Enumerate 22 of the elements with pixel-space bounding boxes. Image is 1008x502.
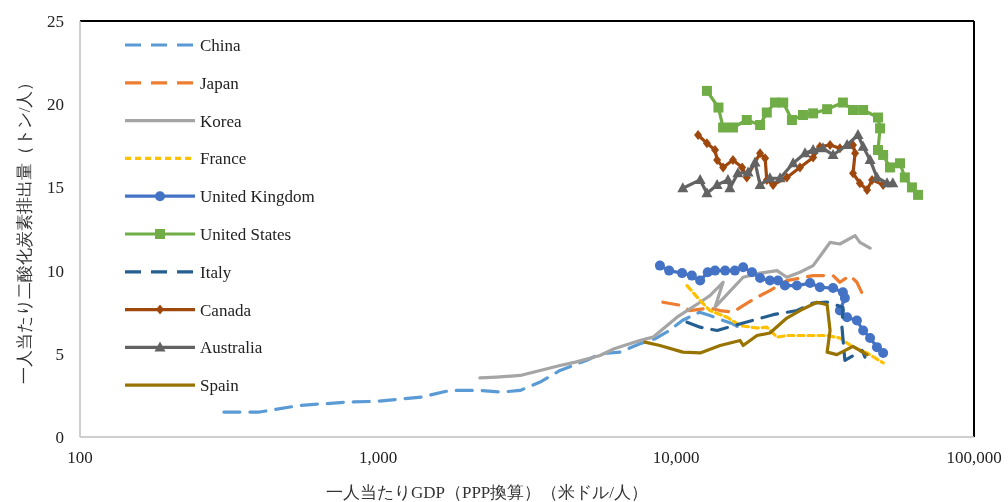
legend-label: Canada bbox=[200, 300, 252, 320]
legend-label: Australia bbox=[200, 338, 263, 358]
legend-label: Spain bbox=[200, 376, 240, 396]
y-tick-label: 5 bbox=[55, 344, 64, 364]
y-axis-title: 一人当たり二酸化炭素排出量（トン/人） bbox=[15, 73, 34, 385]
y-tick-label: 0 bbox=[55, 428, 64, 447]
x-tick-label: 1,000 bbox=[358, 448, 398, 467]
legend-label: United Kingdom bbox=[200, 187, 315, 207]
x-tick-label: 100 bbox=[67, 448, 93, 467]
y-tick-label: 15 bbox=[47, 178, 64, 198]
legend-label: France bbox=[200, 149, 247, 169]
y-tick-label: 25 bbox=[47, 12, 64, 31]
y-tick-label: 10 bbox=[47, 261, 64, 281]
legend-label: Japan bbox=[200, 73, 240, 93]
legend-label: China bbox=[200, 36, 242, 55]
legend-label: Korea bbox=[200, 111, 242, 131]
x-tick-label: 10,000 bbox=[652, 448, 700, 467]
x-tick-label: 100,000 bbox=[946, 448, 1002, 467]
legend-label: United States bbox=[200, 225, 292, 244]
y-tick-label: 20 bbox=[47, 95, 64, 115]
legend-label: Italy bbox=[200, 262, 232, 282]
x-axis-title: 一人当たりGDP（PPP換算）（米ドル/人） bbox=[325, 483, 649, 502]
